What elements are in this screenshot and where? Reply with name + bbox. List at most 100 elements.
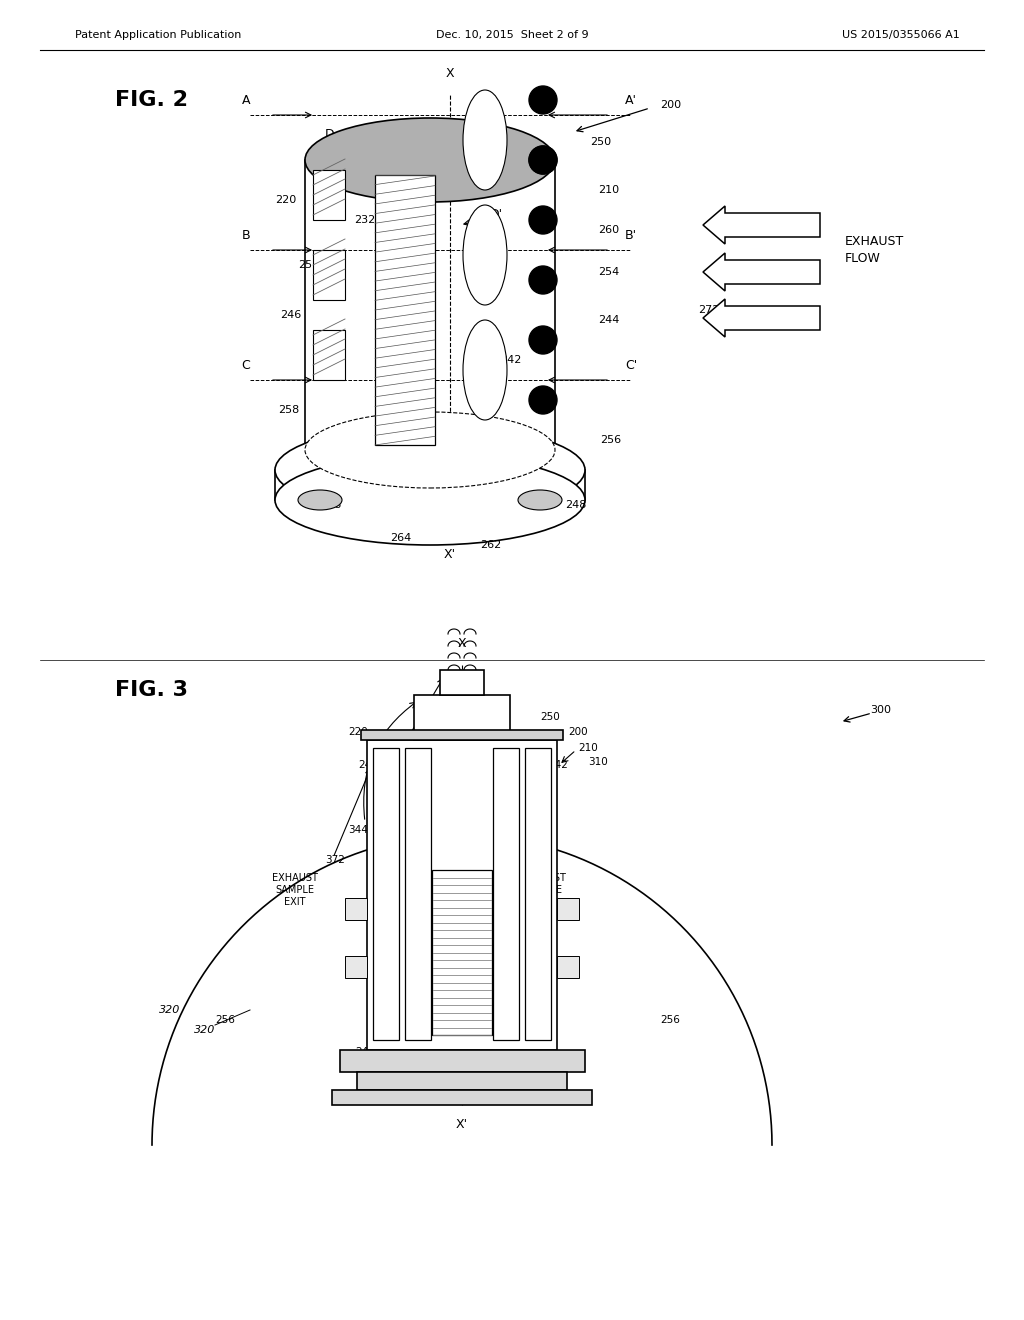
Text: 348: 348 [412, 970, 432, 979]
Text: 324: 324 [385, 990, 404, 1001]
Text: 326: 326 [395, 920, 415, 931]
Text: FIG. 3: FIG. 3 [115, 680, 188, 700]
Text: X': X' [456, 1118, 468, 1131]
Bar [373, 748, 399, 1040]
Text: C: C [242, 359, 250, 372]
Text: 220: 220 [275, 195, 296, 205]
Text: D: D [326, 128, 335, 141]
Bar [357, 1072, 567, 1090]
Text: 260: 260 [598, 224, 620, 235]
Text: 236: 236 [455, 805, 475, 814]
Text: 364: 364 [450, 1030, 470, 1039]
Circle shape [529, 147, 557, 174]
Text: 254: 254 [598, 267, 620, 277]
Text: EXHAUST
SAMPLE
EXIT: EXHAUST SAMPLE EXIT [520, 874, 566, 907]
Text: 320: 320 [194, 1026, 215, 1035]
Text: 264: 264 [370, 1022, 390, 1032]
Bar [525, 748, 551, 1040]
Text: 256: 256 [660, 1015, 680, 1026]
Bar [557, 898, 579, 920]
Circle shape [529, 86, 557, 114]
Text: 234: 234 [404, 215, 426, 224]
Text: FIG. 2: FIG. 2 [115, 90, 188, 110]
Ellipse shape [275, 425, 585, 515]
Ellipse shape [518, 490, 562, 510]
FancyArrow shape [703, 300, 820, 337]
Text: 200: 200 [568, 727, 588, 737]
Text: 320: 320 [160, 1005, 180, 1015]
Text: 372: 372 [325, 855, 345, 865]
Circle shape [529, 267, 557, 294]
Text: Dec. 10, 2015  Sheet 2 of 9: Dec. 10, 2015 Sheet 2 of 9 [435, 30, 589, 40]
Text: 210: 210 [598, 185, 620, 195]
Text: 324: 324 [510, 990, 529, 1001]
Text: A': A' [625, 94, 637, 107]
Circle shape [529, 147, 557, 174]
Text: 272: 272 [698, 305, 720, 315]
Text: 242: 242 [548, 760, 568, 770]
Bar [345, 956, 367, 978]
Bar [361, 730, 563, 741]
Text: 236: 236 [394, 139, 416, 148]
Text: EXHAUST
FLOW: EXHAUST FLOW [845, 235, 904, 265]
Text: 200: 200 [660, 100, 681, 110]
Text: Patent Application Publication: Patent Application Publication [75, 30, 242, 40]
Text: B': B' [625, 228, 637, 242]
Text: 328: 328 [390, 945, 410, 954]
Text: 262: 262 [480, 540, 502, 550]
Bar [313, 330, 345, 380]
Bar [406, 748, 431, 1040]
Bar [332, 1090, 592, 1105]
FancyArrow shape [703, 206, 820, 244]
Text: 242: 242 [500, 355, 521, 366]
Text: 232: 232 [354, 215, 376, 224]
Circle shape [529, 385, 557, 414]
Ellipse shape [298, 490, 342, 510]
Bar [340, 1049, 585, 1072]
Text: 248: 248 [319, 500, 341, 510]
Text: X: X [458, 638, 466, 649]
Text: 248: 248 [355, 1047, 375, 1057]
Ellipse shape [463, 90, 507, 190]
Bar [432, 870, 492, 1035]
Text: 344: 344 [348, 825, 368, 836]
Text: 248: 248 [565, 500, 587, 510]
Text: 252: 252 [298, 260, 319, 271]
Text: US 2015/0355066 A1: US 2015/0355066 A1 [843, 30, 961, 40]
Text: 256: 256 [600, 436, 622, 445]
Bar [375, 176, 435, 445]
Text: A: A [242, 94, 250, 107]
Bar [345, 898, 367, 920]
FancyArrow shape [703, 253, 820, 290]
Ellipse shape [305, 412, 555, 488]
Bar [313, 170, 345, 220]
Text: 256: 256 [215, 1015, 234, 1026]
Text: X': X' [444, 548, 456, 561]
Circle shape [529, 206, 557, 234]
Text: 272: 272 [770, 267, 792, 277]
Text: X: X [445, 67, 455, 81]
Circle shape [529, 326, 557, 354]
Text: 220: 220 [348, 727, 368, 737]
Text: 300: 300 [870, 705, 891, 715]
Text: 258: 258 [278, 405, 299, 414]
Ellipse shape [463, 205, 507, 305]
Bar [414, 696, 510, 741]
Ellipse shape [275, 455, 585, 545]
Text: 232: 232 [450, 970, 470, 979]
Ellipse shape [463, 319, 507, 420]
Text: 328: 328 [510, 945, 529, 954]
Text: B: B [242, 228, 250, 242]
Bar [557, 956, 579, 978]
Text: 250: 250 [540, 711, 560, 722]
Bar [440, 671, 484, 696]
Text: 210: 210 [578, 743, 598, 752]
Text: D': D' [490, 209, 503, 222]
Text: EXHAUST
SAMPLE
EXIT: EXHAUST SAMPLE EXIT [272, 874, 317, 907]
Bar [313, 249, 345, 300]
Text: 246: 246 [280, 310, 301, 319]
Bar [367, 741, 557, 1049]
Bar [493, 748, 519, 1040]
Text: 262: 262 [460, 1049, 480, 1060]
Text: 314: 314 [368, 785, 388, 795]
